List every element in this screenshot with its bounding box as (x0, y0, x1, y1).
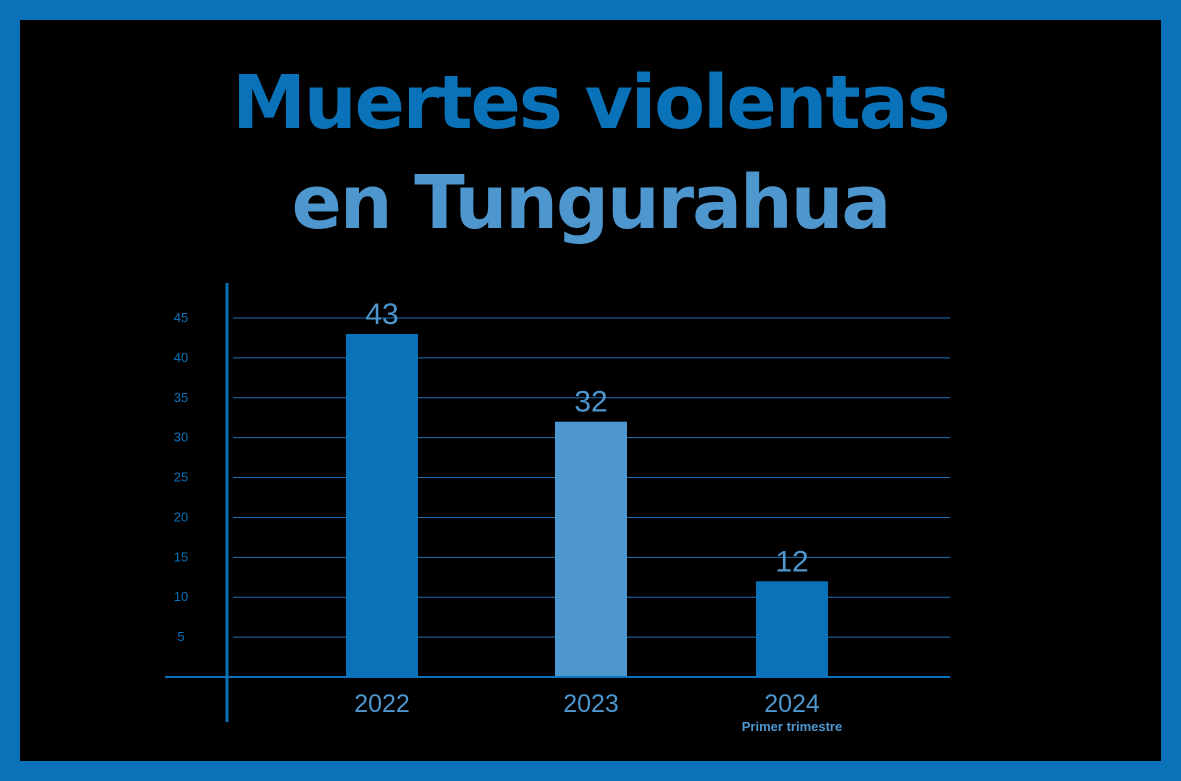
y-tick-label: 30 (174, 430, 188, 445)
x-tick-label: 2023 (563, 690, 619, 718)
x-tick-label: 2024 (764, 690, 820, 718)
y-tick-label: 45 (174, 310, 188, 325)
y-tick-label: 5 (177, 629, 184, 644)
bar-2023 (555, 421, 627, 677)
x-tick-sublabel: Primer trimestre (742, 719, 842, 734)
y-tick-label: 20 (174, 509, 188, 524)
bars (346, 333, 828, 677)
bar-2022 (346, 333, 418, 677)
y-tick-label: 35 (174, 390, 188, 405)
data-label: 43 (365, 298, 398, 331)
y-tick-labels: 5 10 15 20 25 30 35 40 45 (174, 310, 188, 644)
x-tick-label: 2022 (354, 690, 410, 718)
chart-title-line-2: en Tungurahua (291, 160, 892, 246)
y-tick-label: 15 (174, 549, 188, 564)
y-tick-label: 10 (174, 589, 188, 604)
y-tick-label: 25 (174, 470, 188, 485)
chart-title-line-1: Muertes violentas (232, 60, 950, 146)
y-tick-label: 40 (174, 350, 188, 365)
axes (165, 283, 950, 722)
data-label: 32 (574, 386, 607, 419)
data-labels: 43 32 12 (365, 298, 808, 578)
data-label: 12 (775, 545, 808, 578)
bar-2024 (756, 581, 828, 677)
